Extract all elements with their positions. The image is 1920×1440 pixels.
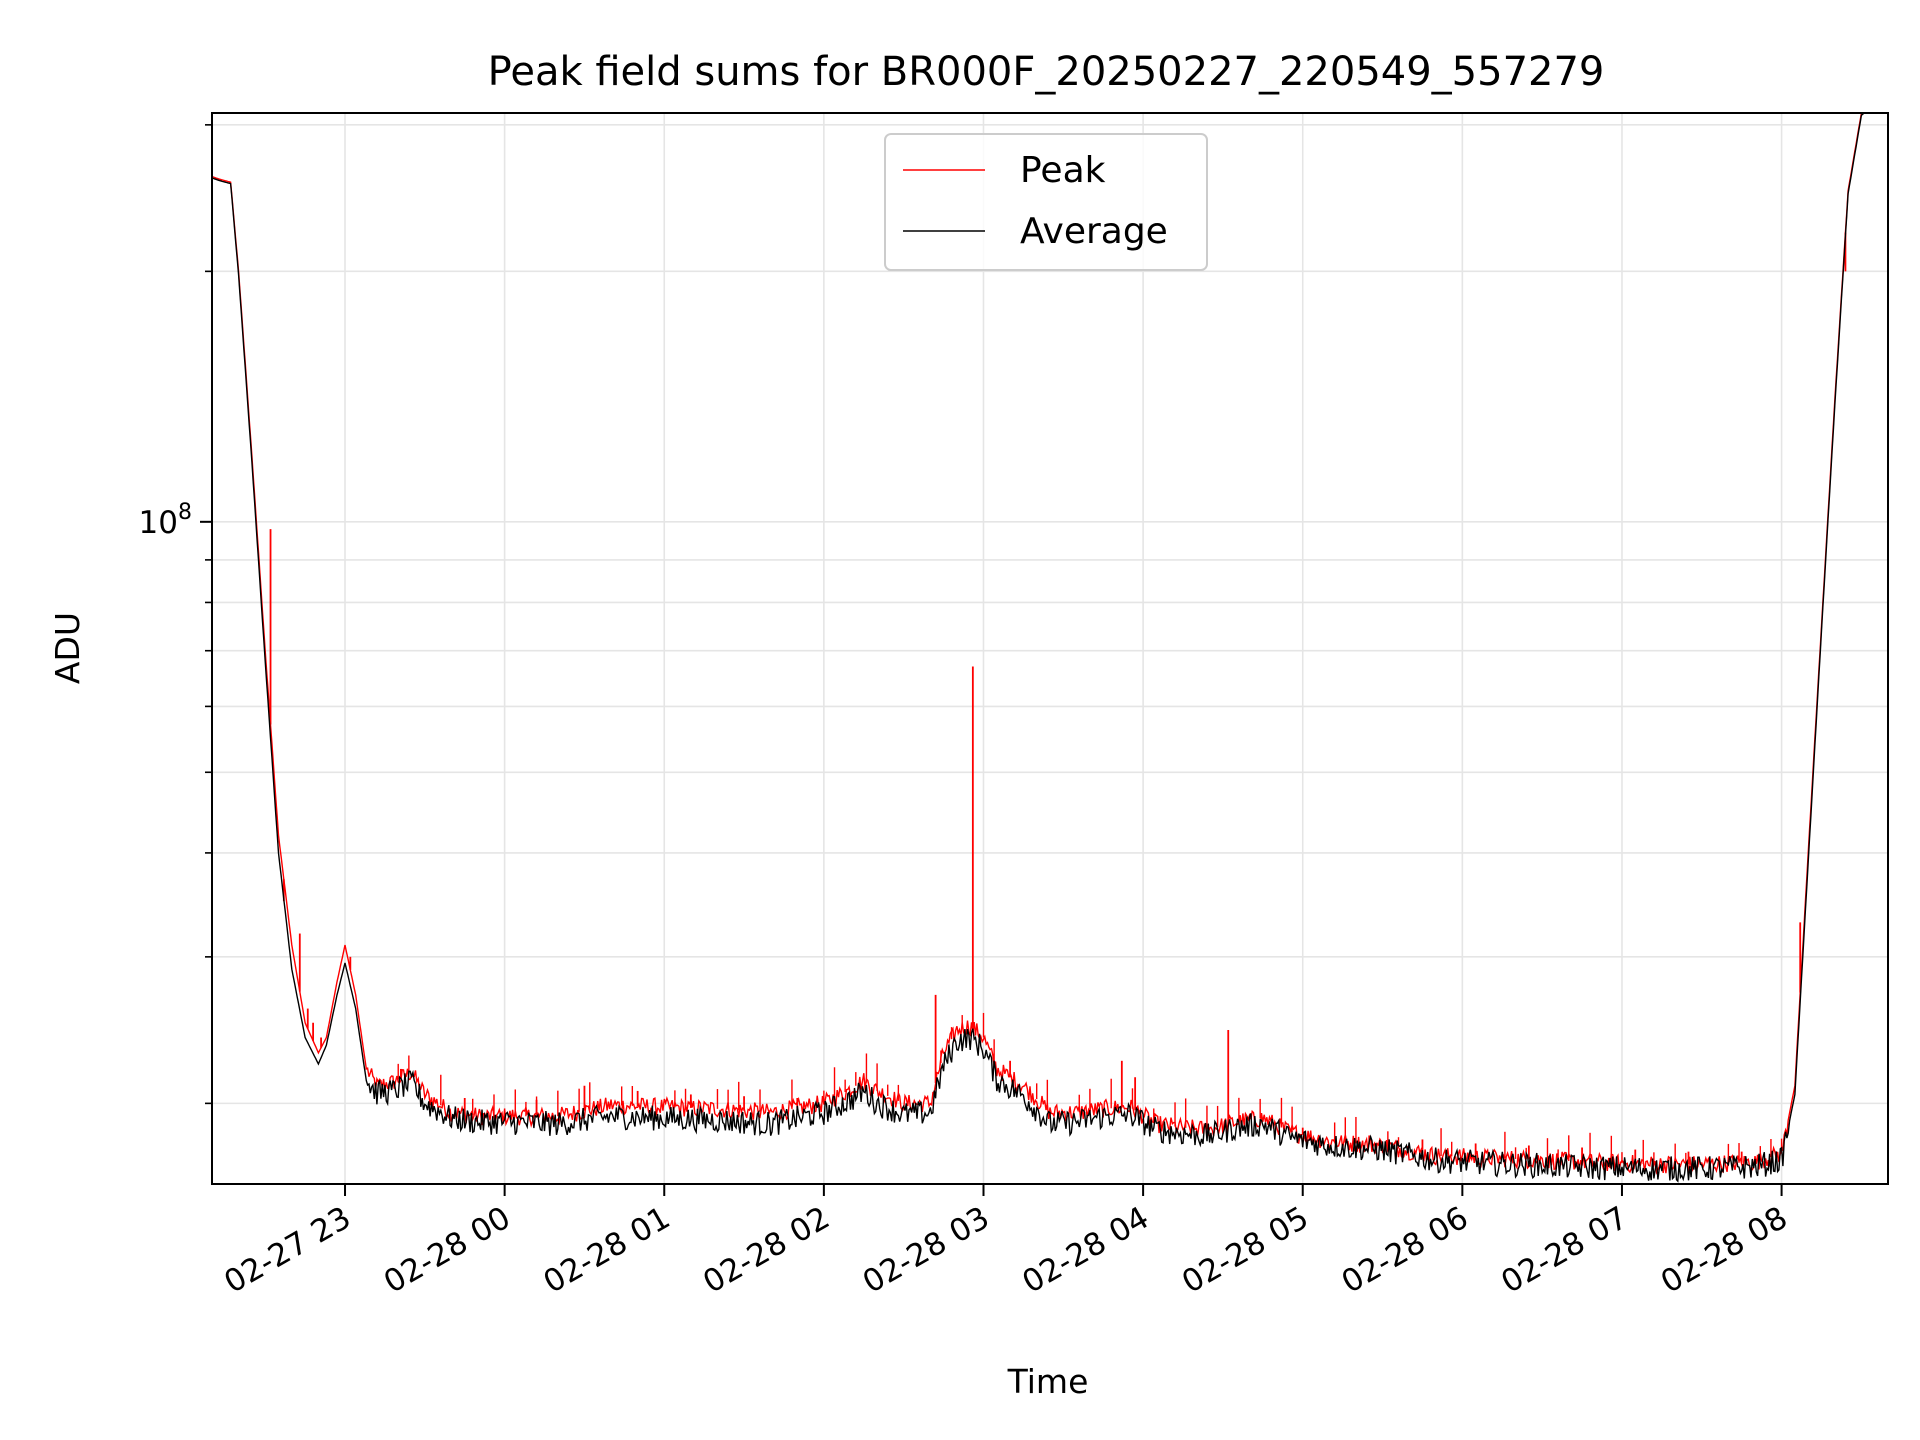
x-axis-label: Time — [1007, 1362, 1089, 1401]
legend: Peak Average — [884, 133, 1208, 271]
series-line-peak — [212, 113, 1863, 1175]
legend-box — [884, 133, 1208, 271]
chart-title: Peak field sums for BR000F_20250227_2205… — [488, 49, 1605, 95]
y-tick-label: 108 — [139, 500, 192, 541]
plot-frame — [211, 112, 1889, 1185]
series-layer — [212, 113, 1866, 1183]
y-axis-label: ADU — [48, 612, 87, 684]
series-line-average — [212, 113, 1866, 1183]
grid — [212, 113, 1888, 1184]
legend-average-label: Average — [1020, 211, 1168, 252]
legend-peak-label: Peak — [1020, 150, 1106, 191]
